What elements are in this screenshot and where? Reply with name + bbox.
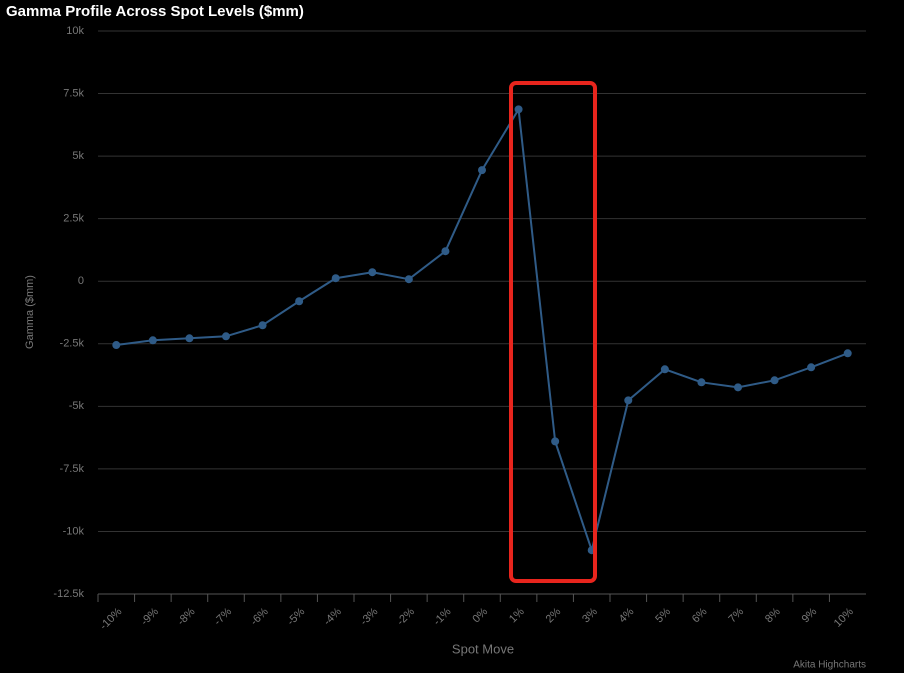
y-tick-label: -10k bbox=[63, 525, 85, 537]
marker bbox=[185, 334, 194, 343]
x-axis-title: Spot Move bbox=[452, 641, 514, 656]
marker bbox=[441, 247, 450, 256]
chart-title: Gamma Profile Across Spot Levels ($mm) bbox=[6, 3, 304, 20]
y-tick-label: -5k bbox=[69, 400, 85, 412]
marker bbox=[514, 105, 523, 114]
marker bbox=[807, 363, 816, 372]
y-axis-title: Gamma ($mm) bbox=[24, 275, 36, 349]
marker bbox=[148, 336, 157, 345]
y-tick-label: -7.5k bbox=[60, 463, 85, 475]
marker bbox=[478, 166, 486, 175]
marker bbox=[368, 268, 377, 277]
marker bbox=[734, 383, 742, 392]
marker bbox=[331, 274, 340, 283]
highlight-box bbox=[509, 81, 597, 583]
marker bbox=[112, 341, 121, 350]
marker bbox=[295, 297, 304, 306]
marker bbox=[660, 365, 669, 374]
y-tick-label: -2.5k bbox=[60, 338, 85, 350]
credit: Akita Highcharts bbox=[793, 660, 866, 671]
y-tick-label: 10k bbox=[66, 25, 84, 37]
y-tick-label: 0 bbox=[78, 275, 84, 287]
marker bbox=[551, 437, 560, 446]
marker bbox=[843, 349, 852, 358]
marker bbox=[770, 376, 779, 385]
y-tick-label: 7.5k bbox=[63, 87, 84, 99]
marker bbox=[258, 321, 267, 330]
y-tick-label: -12.5k bbox=[53, 588, 84, 600]
marker bbox=[697, 378, 706, 387]
y-tick-label: 2.5k bbox=[63, 213, 84, 225]
marker bbox=[624, 396, 633, 405]
marker bbox=[222, 332, 230, 341]
y-tick-label: 5k bbox=[72, 150, 84, 162]
marker bbox=[404, 275, 413, 284]
